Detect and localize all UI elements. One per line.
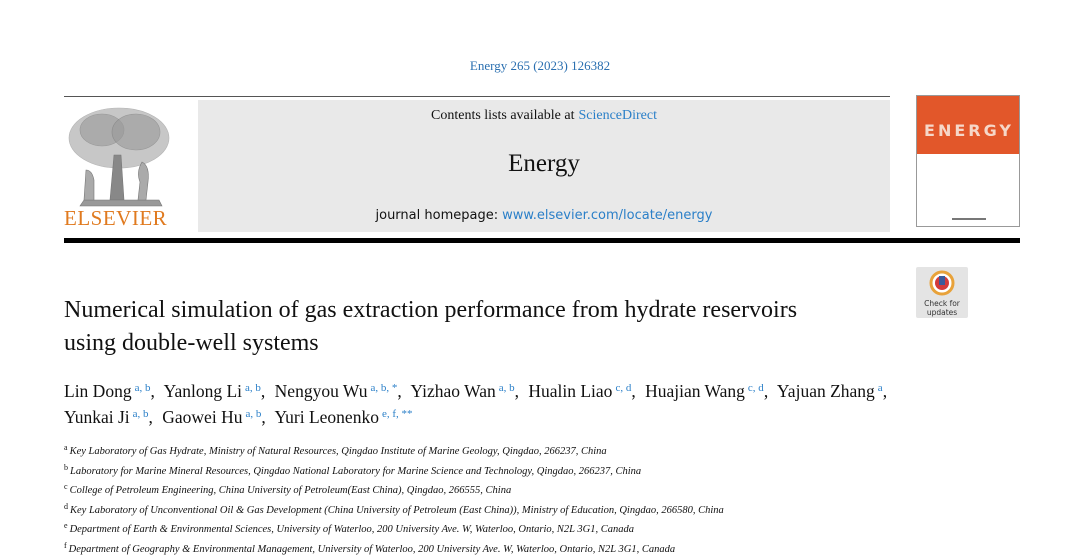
author: Yajuan Zhang a [777, 381, 892, 401]
affiliation-marks[interactable]: a, b [132, 408, 149, 420]
affiliation-mark: d [64, 501, 68, 511]
affiliation: c College of Petroleum Engineering, China… [64, 479, 1024, 499]
author: Yizhao Wan a, b [410, 381, 524, 401]
affiliation-marks[interactable]: a, b [245, 382, 261, 394]
author-name: Yajuan Zhang [776, 381, 875, 401]
author: Huajian Wang c, d [645, 381, 773, 401]
author: Yanlong Li a, b [164, 381, 271, 401]
author-name: Gaowei Hu [162, 407, 243, 427]
affiliation-marks[interactable]: c, d [747, 382, 764, 394]
affiliation-mark: e [64, 521, 68, 531]
author-name: Hualin Liao [528, 381, 613, 401]
affiliation: a Key Laboratory of Gas Hydrate, Ministry… [64, 440, 1024, 460]
affiliation-mark: b [64, 462, 68, 472]
check-updates-badge[interactable]: Check for updates [916, 267, 968, 318]
affiliation-marks[interactable]: a, b [134, 382, 151, 394]
affiliation-marks[interactable]: a, b, * [370, 382, 398, 394]
link[interactable]: www.elsevier.com/locate/energy [502, 208, 713, 223]
journal-name: Energy [508, 150, 580, 177]
journal-cover[interactable]: ENERGY [916, 95, 1020, 227]
author-name: Nengyou Wu [274, 381, 368, 401]
badge-text: Check for [924, 299, 960, 308]
author-name: Lin Dong [64, 381, 132, 401]
author: Nengyou Wu a, b, * [275, 381, 407, 401]
affiliation-text: Department of Earth & Environmental Scie… [69, 524, 634, 536]
affiliation: e Department of Earth & Environmental Sci… [64, 518, 1024, 538]
page: Energy 265 (2023) 126382 ELSEVIER Conten… [64, 58, 1020, 555]
affiliation-text: College of Petroleum Engineering, China … [69, 485, 512, 497]
cover-band [917, 96, 1019, 154]
affiliation: b Laboratory for Marine Mineral Resources… [64, 460, 1024, 480]
affiliation: d Key Laboratory of Unconventional Oil & … [64, 499, 1024, 519]
badge-icon [929, 270, 955, 296]
author-name: Yizhao Wan [410, 381, 496, 401]
rule [64, 238, 1020, 243]
rule [64, 96, 890, 97]
affiliation-text: Key Laboratory of Gas Hydrate, Ministry … [69, 446, 607, 457]
journal-banner: Contents lists available at ScienceDirect… [198, 100, 890, 232]
author: Yuri Leonenko e, f, ** [274, 407, 412, 427]
affiliation-marks[interactable]: a, b [498, 382, 515, 394]
affiliation-mark: a [64, 443, 68, 452]
citation[interactable]: Energy 265 (2023) 126382 [469, 58, 611, 73]
elsevier-tree-logo [68, 107, 170, 207]
contents-line: Contents lists available at ScienceDirect [198, 108, 890, 124]
author-name: Yanlong Li [163, 381, 243, 401]
author: Lin Dong a, b [64, 381, 160, 401]
affiliation-marks[interactable]: e, f, ** [381, 408, 413, 420]
affiliation-mark: c [64, 482, 68, 492]
text: Contents lists available at [431, 108, 575, 123]
cover-mark [952, 218, 986, 220]
author: Hualin Liao c, d [528, 381, 640, 401]
link[interactable]: ScienceDirect [578, 108, 657, 123]
affiliation-marks[interactable]: c, d [615, 382, 632, 394]
affiliation-text: Laboratory for Marine Mineral Resources,… [70, 465, 642, 477]
author-name: Huajian Wang [645, 381, 745, 401]
affiliation: f Department of Geography & Environmental… [64, 538, 1024, 558]
article-title: Numerical simulation of gas extraction p… [64, 297, 798, 356]
badge-text: updates [926, 308, 958, 317]
affiliation-text: Key Laboratory of Unconventional Oil & G… [70, 504, 724, 516]
affiliation-marks[interactable]: a, b [245, 408, 262, 420]
author: Yunkai Ji a, b [64, 407, 158, 427]
author: Gaowei Hu a, b [162, 407, 270, 427]
affiliation-mark: f [64, 540, 67, 550]
affiliation-marks[interactable]: a [877, 382, 883, 394]
affiliation-list: a Key Laboratory of Gas Hydrate, Ministry… [64, 440, 1024, 558]
cover-title: ENERGY [924, 121, 1014, 140]
homepage-line: journal homepage: www.elsevier.com/locate… [198, 208, 890, 223]
publisher: ELSEVIER [64, 206, 168, 230]
author-name: Yunkai Ji [64, 407, 130, 427]
author-name: Yuri Leonenko [274, 407, 379, 427]
text: journal homepage: [375, 208, 499, 223]
